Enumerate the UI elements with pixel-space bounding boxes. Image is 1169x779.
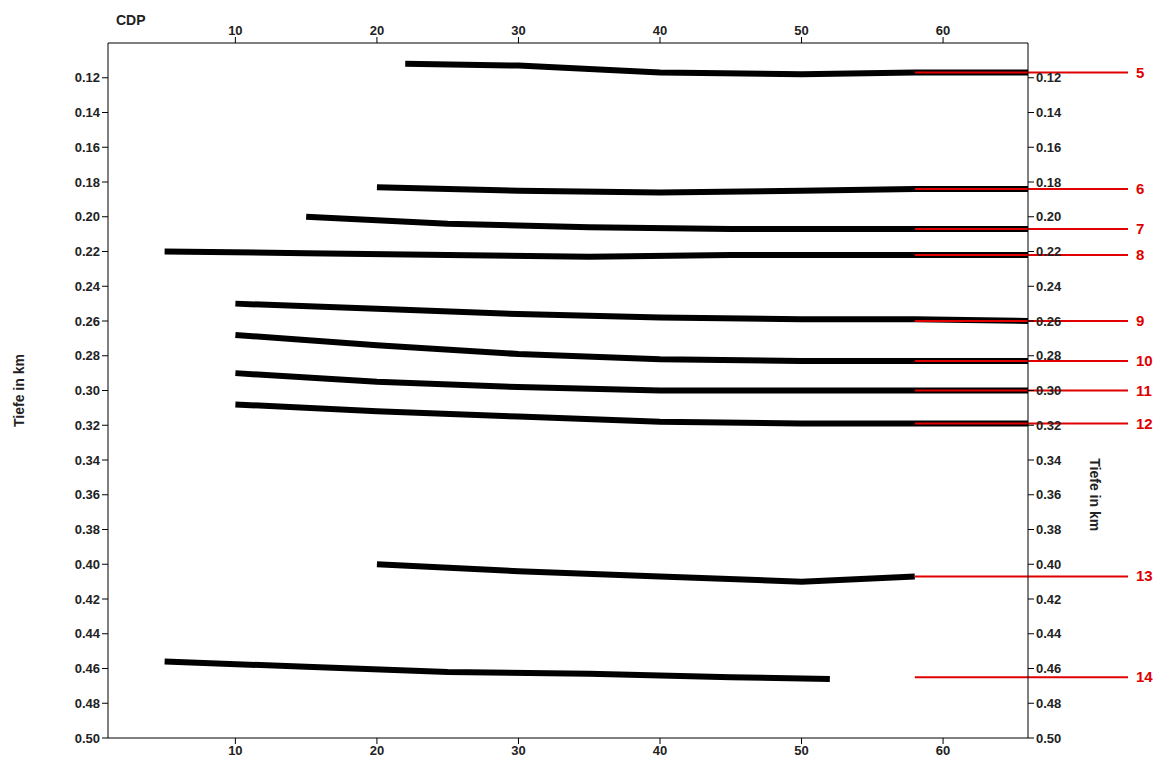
svg-text:0.50: 0.50 <box>1036 731 1061 746</box>
svg-text:0.30: 0.30 <box>1036 383 1061 398</box>
svg-text:0.50: 0.50 <box>75 731 100 746</box>
svg-text:0.46: 0.46 <box>75 661 100 676</box>
svg-text:13: 13 <box>1136 567 1153 584</box>
svg-text:0.28: 0.28 <box>1036 348 1061 363</box>
svg-text:Tiefe in km: Tiefe in km <box>1087 458 1103 531</box>
svg-text:0.20: 0.20 <box>1036 209 1061 224</box>
svg-text:9: 9 <box>1136 312 1144 329</box>
svg-text:14: 14 <box>1136 668 1153 685</box>
svg-text:30: 30 <box>511 23 525 38</box>
svg-text:0.36: 0.36 <box>1036 487 1061 502</box>
svg-text:0.32: 0.32 <box>75 418 100 433</box>
svg-text:60: 60 <box>936 23 950 38</box>
svg-text:7: 7 <box>1136 220 1144 237</box>
svg-text:0.40: 0.40 <box>75 557 100 572</box>
svg-text:0.28: 0.28 <box>75 348 100 363</box>
svg-text:0.46: 0.46 <box>1036 661 1061 676</box>
svg-text:0.48: 0.48 <box>1036 696 1061 711</box>
svg-text:5: 5 <box>1136 64 1144 81</box>
svg-text:6: 6 <box>1136 180 1144 197</box>
svg-text:0.16: 0.16 <box>1036 140 1061 155</box>
svg-text:0.26: 0.26 <box>1036 314 1061 329</box>
svg-text:0.22: 0.22 <box>75 244 100 259</box>
svg-text:0.26: 0.26 <box>75 314 100 329</box>
svg-text:0.12: 0.12 <box>1036 70 1061 85</box>
svg-text:0.44: 0.44 <box>1036 626 1062 641</box>
svg-text:0.24: 0.24 <box>75 279 101 294</box>
svg-text:0.30: 0.30 <box>75 383 100 398</box>
svg-text:10: 10 <box>228 23 242 38</box>
svg-text:10: 10 <box>1136 352 1153 369</box>
svg-text:0.44: 0.44 <box>75 626 101 641</box>
svg-text:0.36: 0.36 <box>75 487 100 502</box>
svg-text:Tiefe in km: Tiefe in km <box>11 354 27 427</box>
svg-text:20: 20 <box>370 743 384 758</box>
svg-text:10: 10 <box>228 743 242 758</box>
svg-text:60: 60 <box>936 743 950 758</box>
svg-text:0.12: 0.12 <box>75 70 100 85</box>
svg-text:30: 30 <box>511 743 525 758</box>
svg-text:0.22: 0.22 <box>1036 244 1061 259</box>
svg-text:0.34: 0.34 <box>75 453 101 468</box>
svg-text:0.48: 0.48 <box>75 696 100 711</box>
svg-text:12: 12 <box>1136 415 1153 432</box>
svg-text:0.18: 0.18 <box>75 175 100 190</box>
svg-text:50: 50 <box>794 743 808 758</box>
svg-text:0.20: 0.20 <box>75 209 100 224</box>
svg-text:0.34: 0.34 <box>1036 453 1062 468</box>
svg-text:0.42: 0.42 <box>1036 592 1061 607</box>
svg-text:0.14: 0.14 <box>1036 105 1062 120</box>
svg-text:0.38: 0.38 <box>1036 522 1061 537</box>
svg-text:50: 50 <box>794 23 808 38</box>
svg-text:0.18: 0.18 <box>1036 175 1061 190</box>
svg-text:11: 11 <box>1136 382 1152 399</box>
svg-text:8: 8 <box>1136 246 1144 263</box>
svg-text:CDP: CDP <box>116 12 146 28</box>
svg-text:0.24: 0.24 <box>1036 279 1062 294</box>
svg-text:0.32: 0.32 <box>1036 418 1061 433</box>
svg-text:0.14: 0.14 <box>75 105 101 120</box>
svg-text:0.16: 0.16 <box>75 140 100 155</box>
svg-text:0.42: 0.42 <box>75 592 100 607</box>
svg-text:0.40: 0.40 <box>1036 557 1061 572</box>
svg-text:20: 20 <box>370 23 384 38</box>
svg-text:40: 40 <box>653 23 667 38</box>
svg-text:40: 40 <box>653 743 667 758</box>
svg-text:0.38: 0.38 <box>75 522 100 537</box>
